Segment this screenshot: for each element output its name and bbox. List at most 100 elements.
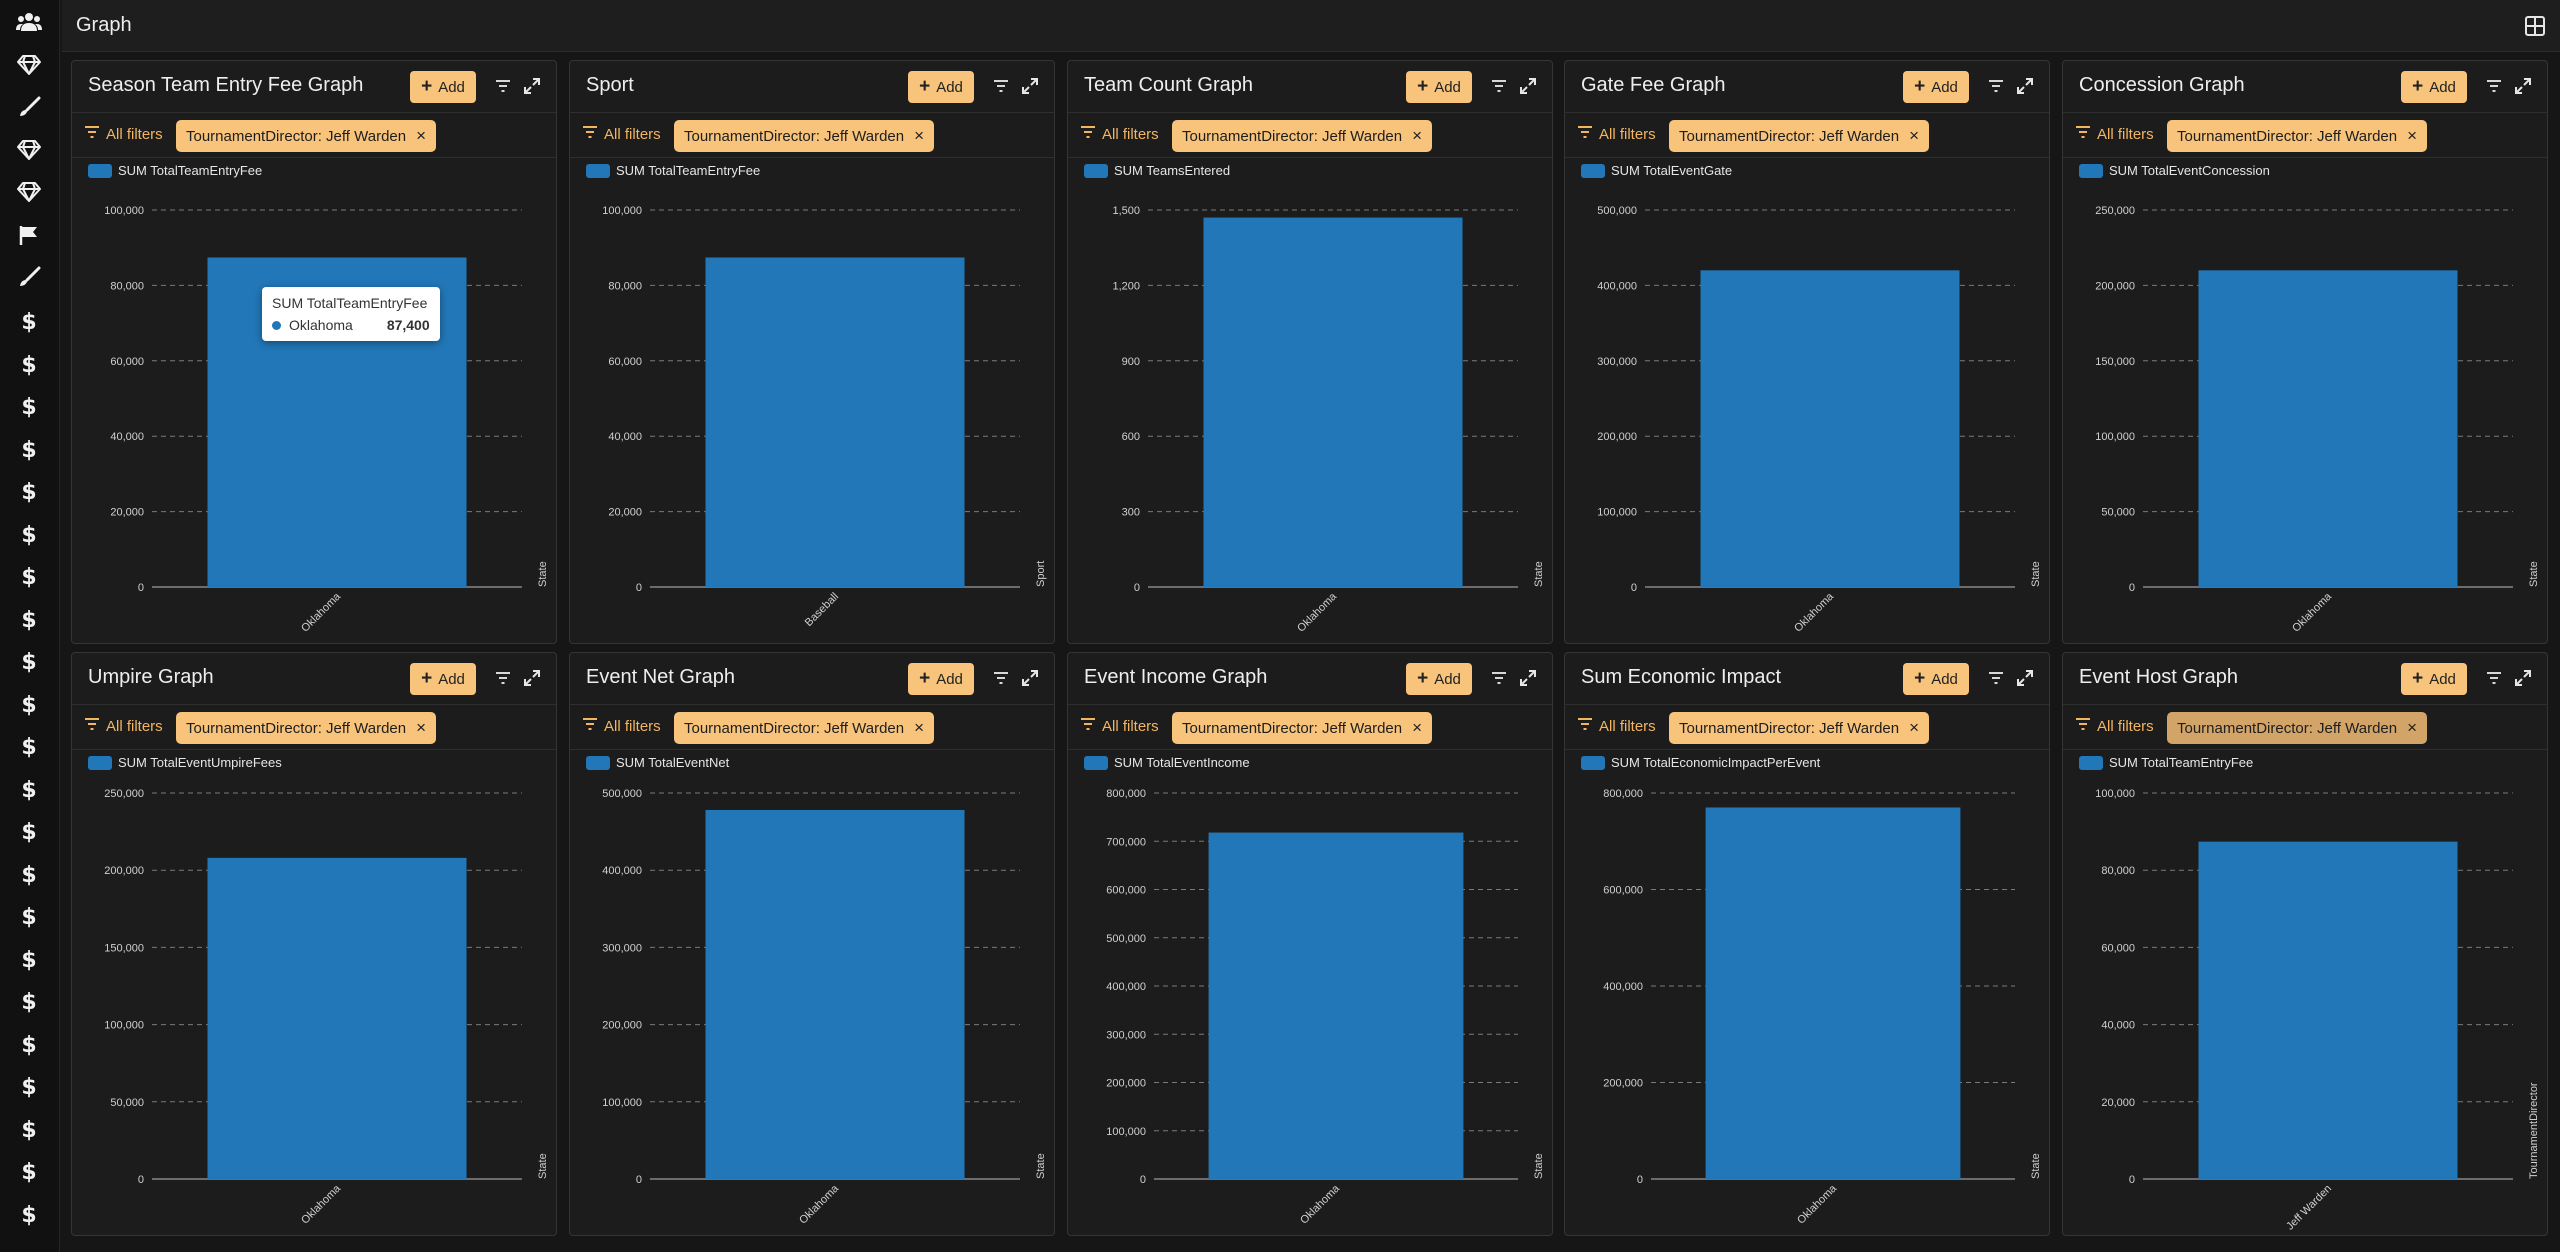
filter-icon[interactable]: [1490, 77, 1508, 95]
bar[interactable]: [1208, 832, 1464, 1179]
sidebar-item-5[interactable]: [14, 180, 44, 210]
filter-icon[interactable]: [1987, 669, 2005, 687]
sidebar-item-14[interactable]: $: [14, 563, 44, 593]
expand-icon[interactable]: [1518, 76, 1538, 96]
close-icon[interactable]: ×: [914, 126, 925, 145]
filter-icon[interactable]: [2485, 669, 2503, 687]
close-icon[interactable]: ×: [416, 718, 427, 737]
sidebar-item-29[interactable]: $: [14, 1200, 44, 1230]
add-button[interactable]: + Add: [1903, 663, 1969, 695]
bar[interactable]: [2198, 841, 2458, 1179]
expand-icon[interactable]: [2513, 76, 2533, 96]
all-filters-button[interactable]: All filters: [1080, 717, 1159, 735]
filter-icon[interactable]: [992, 669, 1010, 687]
chart-legend[interactable]: SUM TotalTeamEntryFee: [2079, 755, 2253, 770]
layout-grid-icon[interactable]: [2524, 15, 2546, 37]
bar[interactable]: [207, 857, 467, 1179]
sidebar-item-23[interactable]: $: [14, 945, 44, 975]
add-button[interactable]: + Add: [908, 71, 974, 103]
all-filters-button[interactable]: All filters: [84, 125, 163, 143]
filter-chip[interactable]: TournamentDirector: Jeff Warden ×: [674, 120, 935, 152]
bar[interactable]: [2198, 270, 2458, 587]
close-icon[interactable]: ×: [914, 718, 925, 737]
close-icon[interactable]: ×: [1412, 718, 1423, 737]
add-button[interactable]: + Add: [1903, 71, 1969, 103]
sidebar-item-15[interactable]: $: [14, 605, 44, 635]
chart-legend[interactable]: SUM TotalEconomicImpactPerEvent: [1581, 755, 1820, 770]
sidebar-item-8[interactable]: $: [14, 308, 44, 338]
add-button[interactable]: + Add: [410, 663, 476, 695]
bar[interactable]: [1700, 270, 1960, 587]
expand-icon[interactable]: [522, 668, 542, 688]
all-filters-button[interactable]: All filters: [84, 717, 163, 735]
sidebar-item-9[interactable]: $: [14, 350, 44, 380]
expand-icon[interactable]: [2015, 668, 2035, 688]
filter-chip[interactable]: TournamentDirector: Jeff Warden ×: [1669, 120, 1930, 152]
chart-legend[interactable]: SUM TotalTeamEntryFee: [586, 163, 760, 178]
close-icon[interactable]: ×: [1909, 126, 1920, 145]
sidebar-item-1[interactable]: [14, 10, 44, 40]
expand-icon[interactable]: [1020, 76, 1040, 96]
filter-icon[interactable]: [1987, 77, 2005, 95]
sidebar-item-19[interactable]: $: [14, 775, 44, 805]
bar[interactable]: [1203, 217, 1463, 588]
add-button[interactable]: + Add: [908, 663, 974, 695]
chart-legend[interactable]: SUM TotalEventIncome: [1084, 755, 1250, 770]
chart-legend[interactable]: SUM TeamsEntered: [1084, 163, 1230, 178]
filter-chip[interactable]: TournamentDirector: Jeff Warden ×: [2167, 712, 2428, 744]
filter-icon[interactable]: [1490, 669, 1508, 687]
add-button[interactable]: + Add: [1406, 663, 1472, 695]
sidebar-item-4[interactable]: [14, 138, 44, 168]
sidebar-item-20[interactable]: $: [14, 818, 44, 848]
close-icon[interactable]: ×: [416, 126, 427, 145]
all-filters-button[interactable]: All filters: [1577, 125, 1656, 143]
all-filters-button[interactable]: All filters: [1577, 717, 1656, 735]
bar[interactable]: [705, 257, 965, 587]
filter-chip[interactable]: TournamentDirector: Jeff Warden ×: [1172, 120, 1433, 152]
filter-chip[interactable]: TournamentDirector: Jeff Warden ×: [176, 712, 437, 744]
expand-icon[interactable]: [1518, 668, 1538, 688]
filter-chip[interactable]: TournamentDirector: Jeff Warden ×: [176, 120, 437, 152]
close-icon[interactable]: ×: [1412, 126, 1423, 145]
close-icon[interactable]: ×: [2407, 718, 2418, 737]
all-filters-button[interactable]: All filters: [2075, 125, 2154, 143]
expand-icon[interactable]: [2015, 76, 2035, 96]
sidebar-item-24[interactable]: $: [14, 988, 44, 1018]
filter-icon[interactable]: [494, 77, 512, 95]
sidebar-item-6[interactable]: [14, 223, 44, 253]
chart-legend[interactable]: SUM TotalTeamEntryFee: [88, 163, 262, 178]
close-icon[interactable]: ×: [2407, 126, 2418, 145]
expand-icon[interactable]: [1020, 668, 1040, 688]
filter-icon[interactable]: [992, 77, 1010, 95]
filter-chip[interactable]: TournamentDirector: Jeff Warden ×: [1669, 712, 1930, 744]
filter-icon[interactable]: [494, 669, 512, 687]
filter-chip[interactable]: TournamentDirector: Jeff Warden ×: [1172, 712, 1433, 744]
bar[interactable]: [1705, 807, 1961, 1179]
all-filters-button[interactable]: All filters: [582, 125, 661, 143]
filter-chip[interactable]: TournamentDirector: Jeff Warden ×: [674, 712, 935, 744]
expand-icon[interactable]: [2513, 668, 2533, 688]
close-icon[interactable]: ×: [1909, 718, 1920, 737]
sidebar-item-28[interactable]: $: [14, 1158, 44, 1188]
sidebar-item-10[interactable]: $: [14, 393, 44, 423]
chart-legend[interactable]: SUM TotalEventConcession: [2079, 163, 2270, 178]
sidebar-item-21[interactable]: $: [14, 860, 44, 890]
add-button[interactable]: + Add: [1406, 71, 1472, 103]
sidebar-item-16[interactable]: $: [14, 648, 44, 678]
bar[interactable]: [705, 809, 965, 1179]
sidebar-item-2[interactable]: [14, 53, 44, 83]
sidebar-item-22[interactable]: $: [14, 903, 44, 933]
all-filters-button[interactable]: All filters: [2075, 717, 2154, 735]
sidebar-item-18[interactable]: $: [14, 733, 44, 763]
sidebar-item-25[interactable]: $: [14, 1030, 44, 1060]
sidebar-item-11[interactable]: $: [14, 435, 44, 465]
all-filters-button[interactable]: All filters: [1080, 125, 1159, 143]
sidebar-item-13[interactable]: $: [14, 520, 44, 550]
all-filters-button[interactable]: All filters: [582, 717, 661, 735]
expand-icon[interactable]: [522, 76, 542, 96]
sidebar-item-26[interactable]: $: [14, 1073, 44, 1103]
sidebar-item-12[interactable]: $: [14, 478, 44, 508]
sidebar-item-7[interactable]: [14, 265, 44, 295]
sidebar-item-3[interactable]: [14, 95, 44, 125]
add-button[interactable]: + Add: [410, 71, 476, 103]
